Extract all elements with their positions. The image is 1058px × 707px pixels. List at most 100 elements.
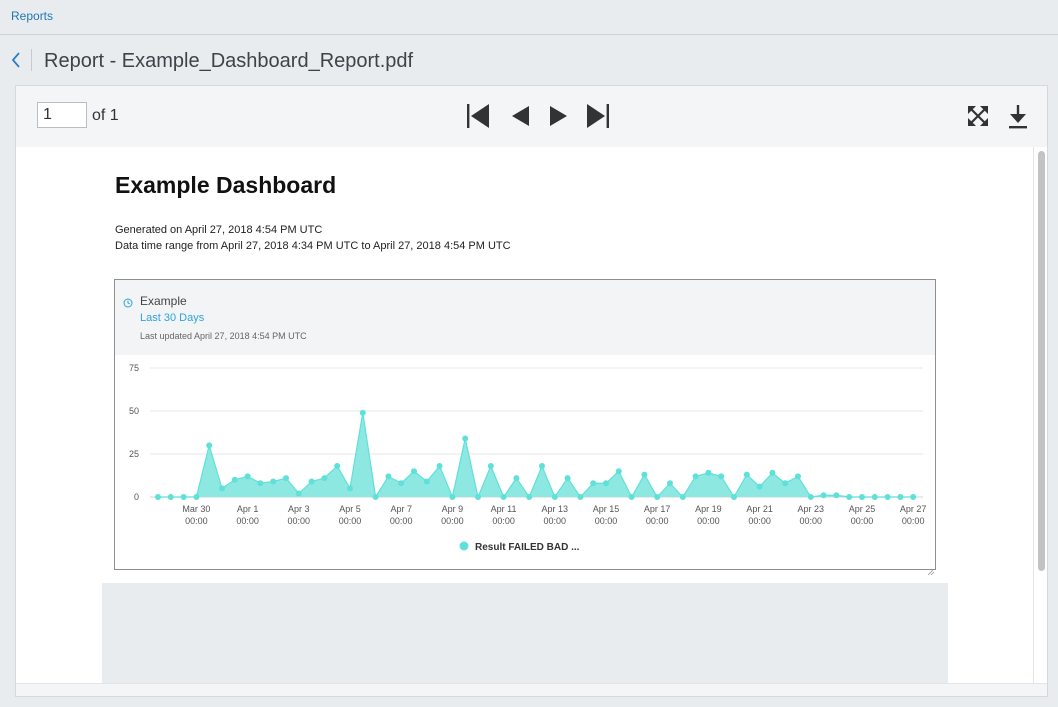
data-point [564, 475, 571, 482]
y-tick-label: 50 [129, 406, 139, 416]
x-tick-label: 00:00 [646, 516, 669, 526]
data-point [551, 494, 558, 500]
data-point [615, 468, 622, 475]
data-point [846, 494, 853, 500]
data-point [219, 485, 225, 492]
panel-time-range-link[interactable]: Last 30 Days [140, 312, 205, 324]
next-page-icon[interactable] [546, 103, 572, 129]
first-page-icon[interactable] [465, 103, 491, 129]
data-point [539, 463, 545, 470]
x-tick-label: Apr 7 [390, 504, 412, 514]
clock-icon [123, 295, 133, 308]
data-point [679, 494, 686, 500]
x-tick-label: Apr 5 [339, 504, 361, 514]
download-icon[interactable] [1006, 104, 1030, 130]
data-point [411, 468, 417, 475]
data-point [833, 492, 840, 499]
data-point [859, 494, 865, 500]
y-tick-label: 75 [129, 363, 139, 373]
x-tick-label: Apr 17 [644, 504, 671, 514]
data-point [795, 473, 801, 480]
back-arrow-icon[interactable] [9, 50, 25, 70]
x-tick-label: 00:00 [236, 516, 259, 526]
x-tick-label: 00:00 [185, 516, 208, 526]
legend-label: Result FAILED BAD ... [475, 542, 580, 553]
scrollbar-thumb[interactable] [1038, 151, 1045, 571]
resize-handle-icon[interactable] [927, 562, 935, 576]
data-point [180, 494, 187, 500]
data-point [910, 494, 917, 500]
data-point [257, 480, 264, 487]
data-point [308, 478, 315, 485]
data-point [475, 494, 481, 500]
x-tick-label: Apr 23 [798, 504, 825, 514]
data-point [590, 480, 597, 487]
data-point [769, 469, 776, 476]
data-point [603, 480, 609, 487]
data-point [756, 483, 763, 490]
breadcrumb-reports[interactable]: Reports [11, 9, 54, 23]
x-tick-label: Apr 11 [491, 504, 517, 514]
data-point [577, 494, 584, 500]
data-point [654, 494, 661, 500]
data-point [193, 494, 200, 500]
data-point [667, 480, 673, 487]
top-bar: Reports [0, 0, 1058, 35]
horizontal-scrollbar[interactable] [16, 683, 1047, 696]
last-page-icon[interactable] [585, 103, 611, 129]
data-point [782, 480, 789, 487]
data-point [718, 473, 725, 480]
data-point [731, 494, 737, 500]
panel-header: Example Last 30 Days Last updated April … [115, 280, 935, 355]
data-point [206, 442, 213, 449]
x-tick-label: Mar 30 [182, 504, 210, 514]
x-tick-label: Apr 1 [237, 504, 259, 514]
y-tick-label: 0 [134, 492, 139, 502]
data-point [449, 494, 456, 500]
next-panel-placeholder [102, 583, 948, 683]
fullscreen-icon[interactable] [966, 104, 990, 130]
data-point [372, 494, 379, 500]
data-point [871, 494, 878, 500]
document-page: Example Dashboard Generated on April 27,… [16, 147, 1033, 683]
dashboard-panel: Example Last 30 Days Last updated April … [114, 279, 936, 576]
data-point [807, 494, 814, 500]
data-point [295, 490, 302, 497]
data-point [628, 494, 635, 500]
previous-page-icon[interactable] [508, 103, 534, 129]
x-tick-label: Apr 3 [288, 504, 310, 514]
x-tick-label: 00:00 [339, 516, 362, 526]
title-divider [31, 49, 32, 71]
panel-name: Example [140, 294, 187, 308]
x-tick-label: 00:00 [288, 516, 311, 526]
vertical-scrollbar[interactable] [1033, 147, 1047, 683]
data-point [167, 494, 174, 500]
data-point [526, 494, 533, 500]
x-tick-label: 00:00 [492, 516, 515, 526]
x-tick-label: Apr 9 [442, 504, 464, 514]
page-number-input[interactable] [37, 102, 87, 128]
data-point [283, 475, 289, 482]
report-title: Example Dashboard [115, 172, 337, 198]
data-point [743, 471, 750, 478]
data-point [321, 475, 328, 482]
title-bar: Report - Example_Dashboard_Report.pdf [0, 36, 1058, 84]
x-tick-label: Apr 25 [849, 504, 876, 514]
x-tick-label: 00:00 [595, 516, 618, 526]
x-tick-label: 00:00 [851, 516, 874, 526]
generated-text: Generated on April 27, 2018 4:54 PM UTC [115, 224, 323, 236]
data-point [244, 473, 251, 480]
y-tick-label: 25 [129, 449, 139, 459]
x-tick-label: 00:00 [441, 516, 464, 526]
data-point [820, 492, 827, 499]
data-point [436, 463, 443, 470]
data-point [641, 471, 648, 478]
data-point [359, 409, 366, 416]
x-tick-label: Apr 19 [695, 504, 722, 514]
data-point [385, 473, 392, 480]
data-point [462, 435, 469, 442]
page-title: Report - Example_Dashboard_Report.pdf [44, 50, 414, 72]
x-tick-label: 00:00 [697, 516, 720, 526]
x-tick-label: Apr 13 [542, 504, 569, 514]
area-chart: 0 25 50 75 Mar 30 00:00 Apr 1 00:00 Apr 3 00:00 Ap… [129, 363, 926, 553]
